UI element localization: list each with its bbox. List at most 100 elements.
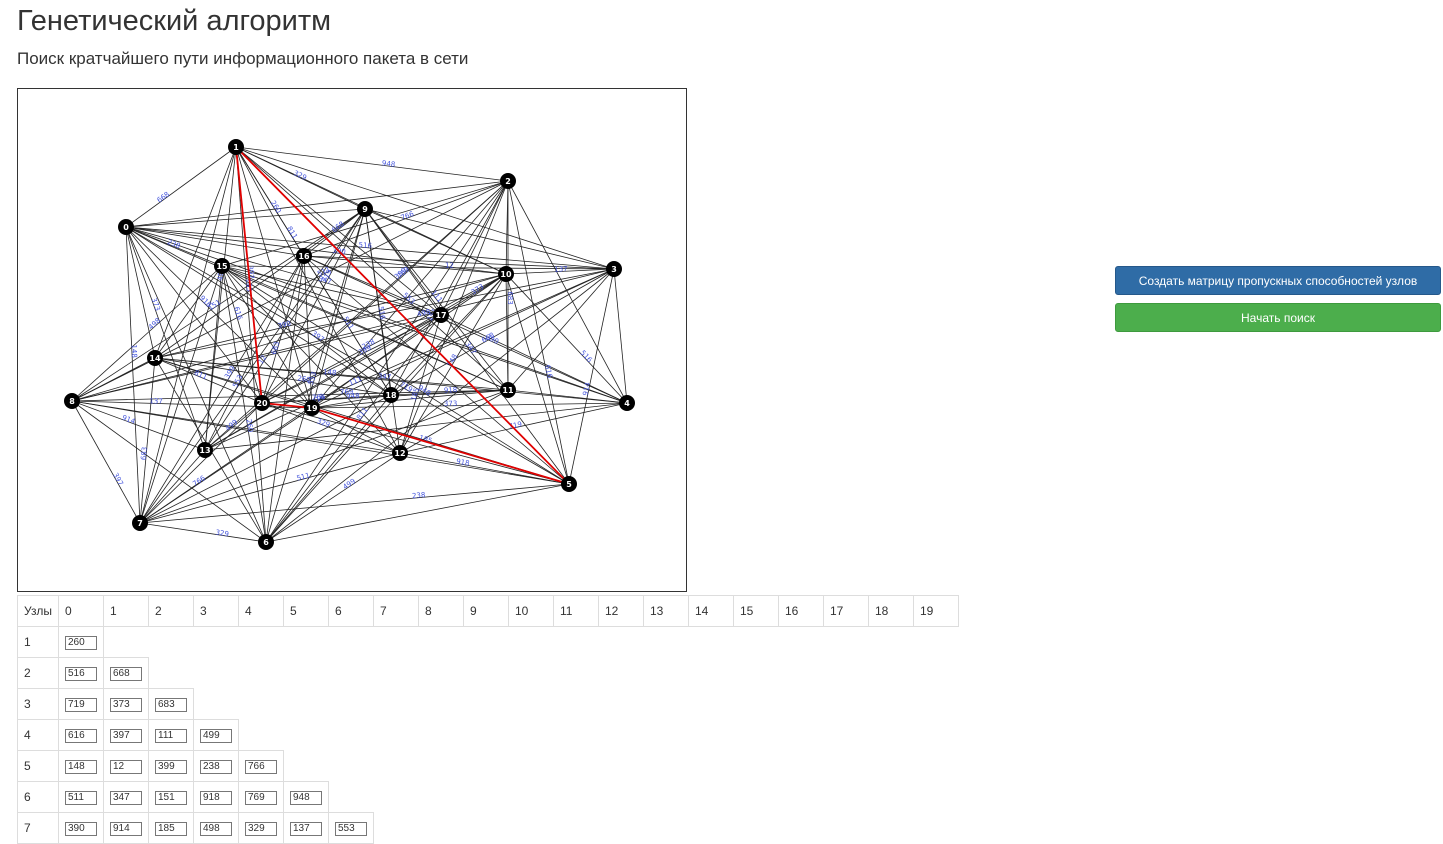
graph-edge	[71, 180, 509, 402]
graph-edge	[125, 226, 206, 451]
matrix-row-header: 5	[17, 750, 59, 782]
matrix-empty-space	[149, 658, 959, 689]
matrix-column-header: 11	[553, 595, 599, 627]
capacity-input[interactable]	[110, 697, 142, 712]
capacity-input[interactable]	[110, 790, 142, 805]
edge-weight-label: 12	[445, 262, 454, 270]
graph-edge	[154, 357, 313, 409]
graph-edge	[71, 268, 615, 402]
matrix-row: 1	[17, 626, 959, 658]
graph-edge	[364, 208, 442, 316]
edge-weight-label: 511	[296, 471, 311, 482]
matrix-header-row: Узлы 0 1 2 3 4 5 6 7 8 9 10 11 12 13 14 15 16 17 18 19	[17, 595, 959, 627]
capacity-input[interactable]	[200, 790, 232, 805]
capacity-input[interactable]	[155, 790, 187, 805]
graph-edge	[235, 146, 267, 543]
edge-weight-label: 185	[410, 387, 421, 402]
graph-edge	[139, 407, 313, 524]
edge-weight-label: 811	[285, 225, 299, 241]
graph-edge	[71, 400, 570, 485]
graph-edge	[125, 226, 507, 275]
graph-edge	[303, 255, 507, 275]
capacity-input[interactable]	[110, 728, 142, 743]
capacity-input[interactable]	[155, 697, 187, 712]
matrix-column-header: 7	[373, 595, 419, 627]
capacity-input[interactable]	[155, 728, 187, 743]
matrix-cell	[58, 719, 104, 751]
capacity-input[interactable]	[155, 759, 187, 774]
graph-edge	[139, 522, 267, 543]
graph-edge	[265, 268, 615, 543]
node-circle	[197, 442, 213, 458]
graph-edge	[261, 394, 392, 404]
matrix-column-header: 1	[103, 595, 149, 627]
start-search-button[interactable]: Начать поиск	[1115, 303, 1441, 332]
page-subtitle: Поиск кратчайшего пути информационного п…	[17, 49, 469, 68]
capacity-input[interactable]	[65, 728, 97, 743]
graph-edge	[505, 273, 570, 485]
graph-node-1: 1	[228, 139, 244, 155]
graph-edge	[139, 449, 206, 524]
create-capacity-matrix-button[interactable]: Создать матрицу пропускных способностей …	[1115, 266, 1441, 295]
capacity-input[interactable]	[290, 790, 322, 805]
node-label: 15	[216, 262, 228, 271]
graph-edge	[311, 389, 509, 409]
graph-edge	[125, 208, 366, 228]
capacity-input[interactable]	[245, 821, 277, 836]
node-circle	[296, 248, 312, 264]
graph-edge	[399, 452, 570, 485]
graph-edge	[505, 273, 628, 404]
capacity-input[interactable]	[110, 759, 142, 774]
graph-edge	[265, 452, 401, 543]
edge-weight-label: 769	[340, 388, 354, 396]
graph-edge	[71, 400, 267, 543]
graph-edge	[265, 273, 507, 543]
graph-edge	[139, 389, 509, 524]
matrix-cell	[148, 719, 194, 751]
capacity-input[interactable]	[245, 759, 277, 774]
edge-weight-label: 185	[244, 278, 253, 292]
matrix-row-header: 4	[17, 719, 59, 751]
graph-node-3: 3	[606, 261, 622, 277]
matrix-cell	[193, 719, 239, 751]
matrix-row: 3	[17, 688, 959, 720]
capacity-input[interactable]	[65, 790, 97, 805]
node-label: 6	[263, 538, 269, 547]
edge-weight-label: 683	[506, 291, 514, 304]
matrix-cell	[193, 812, 239, 844]
shortest-path-edge	[311, 407, 570, 485]
edge-weight-label: 616	[232, 306, 244, 322]
edge-weight-label: 373	[444, 400, 457, 408]
capacity-input[interactable]	[200, 759, 232, 774]
edge-weight-label: 347	[378, 372, 392, 381]
graph-edge	[221, 265, 615, 270]
node-circle	[258, 534, 274, 550]
matrix-cell	[103, 719, 149, 751]
capacity-input[interactable]	[65, 635, 97, 650]
matrix-corner-header: Узлы	[17, 595, 59, 627]
graph-edge	[139, 402, 263, 524]
capacity-input[interactable]	[65, 697, 97, 712]
graph-edge	[204, 265, 223, 451]
matrix-empty-space	[104, 627, 959, 658]
graph-node-19: 19	[304, 400, 320, 416]
edge-weight-label: 499	[224, 418, 239, 433]
graph-edge	[204, 255, 305, 451]
graph-edge	[235, 146, 401, 454]
capacity-input[interactable]	[65, 666, 97, 681]
capacity-input[interactable]	[65, 821, 97, 836]
graph-edge	[390, 273, 507, 396]
capacity-input[interactable]	[200, 728, 232, 743]
capacity-input[interactable]	[110, 666, 142, 681]
matrix-cell	[103, 812, 149, 844]
capacity-input[interactable]	[65, 759, 97, 774]
graph-edge	[303, 255, 313, 409]
graph-node-8: 8	[64, 393, 80, 409]
graph-edge	[568, 268, 615, 485]
node-circle	[500, 173, 516, 189]
graph-edge	[154, 357, 509, 391]
capacity-input[interactable]	[245, 790, 277, 805]
edge-weight-label: 238	[412, 491, 426, 500]
matrix-cell	[238, 750, 284, 782]
matrix-column-header: 2	[148, 595, 194, 627]
